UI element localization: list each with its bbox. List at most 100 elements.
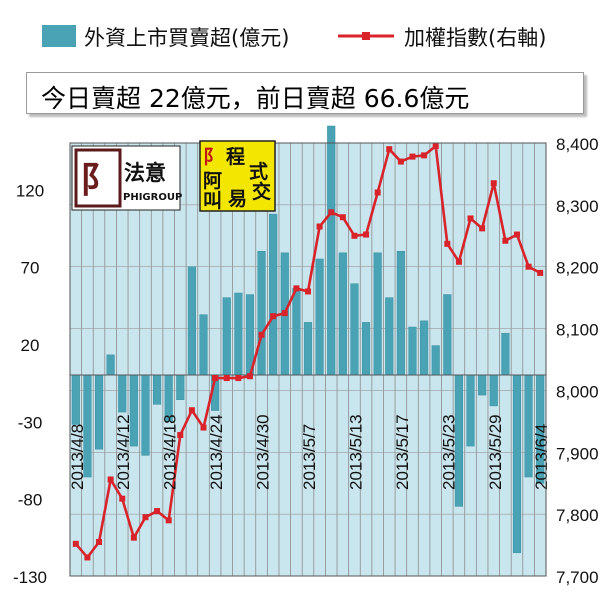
index-point-18 [281,310,288,317]
index-point-30 [421,152,428,159]
bar-37 [501,332,510,376]
x-tick-label: 2013/4/8 [68,424,87,490]
index-point-31 [432,143,439,150]
y-left-tick: 120 [16,181,44,200]
logo2-char: 阝 [203,146,222,168]
logo1-sub: PHIGROUP [123,192,182,203]
logo2-char: 交 [252,180,271,203]
index-point-40 [537,269,544,276]
bar-31 [431,345,440,376]
logo2-frame [199,140,276,212]
legend-line-label: 加權指數(右軸) [404,26,547,50]
index-point-11 [200,424,207,431]
x-tick-label: 2013/4/12 [114,414,133,490]
bar-0 [71,374,80,425]
y-left-tick: -80 [18,491,43,510]
index-point-27 [386,146,393,153]
y-left-tick: 20 [21,336,40,355]
bar-11 [199,314,208,376]
legend-bar-label: 外資上市買賣超(億元) [84,26,290,50]
index-point-25 [363,231,370,238]
index-point-23 [339,214,346,221]
index-point-1 [84,554,91,561]
index-point-35 [479,225,486,232]
x-tick-label: 2013/4/18 [161,414,180,490]
bar-28 [396,251,405,376]
index-point-26 [374,189,381,196]
bar-35 [478,374,487,396]
index-point-14 [235,375,242,382]
index-point-4 [119,495,126,502]
index-point-3 [107,476,114,483]
bar-10 [187,266,196,376]
x-tick-label: 2013/5/13 [346,414,365,490]
summary-banner: 今日賣超 22億元，前日賣超 66.6億元 [26,72,584,114]
index-point-36 [490,180,497,187]
index-point-16 [258,331,265,338]
index-point-2 [96,538,103,545]
bar-27 [385,297,394,376]
y-right-tick: 8,400 [556,135,599,154]
bar-36 [489,374,498,407]
bar-6 [141,374,150,456]
bar-24 [350,283,359,376]
bar-26 [373,252,382,376]
bar-2 [94,374,104,450]
logo1-glyph: 阝 [80,160,116,201]
bar-23 [338,252,347,376]
y-right-tick: 7,800 [556,506,599,525]
index-point-7 [154,508,161,515]
y-right-tick: 8,000 [556,382,599,401]
logo2-char: 程 [226,146,245,168]
logo2-char: 式 [249,160,268,183]
bar-14 [234,292,243,376]
y-left-tick: -30 [18,413,43,432]
index-point-17 [270,313,277,320]
bar-20 [303,322,313,376]
index-point-37 [502,237,509,244]
bar-21 [315,258,324,376]
logo1-mark [74,148,122,208]
logo2-char: 叫 [203,190,222,212]
bar-19 [292,288,301,376]
x-tick-label: 2013/5/7 [300,424,319,490]
bar-29 [408,326,417,376]
x-tick-label: 2013/6/4 [532,424,551,490]
index-point-22 [328,209,335,216]
y-right-tick: 8,100 [556,321,599,340]
logo2-char: 阿 [203,170,222,192]
index-point-8 [165,517,172,524]
index-point-34 [467,215,474,222]
y-right-tick: 8,300 [556,197,599,216]
index-point-19 [293,285,300,292]
bar-16 [257,251,266,376]
index-point-39 [525,263,532,270]
index-point-13 [223,375,230,382]
index-point-32 [444,240,451,247]
index-point-10 [188,407,195,414]
bar-22 [327,125,336,376]
bar-38 [512,374,522,554]
index-point-38 [513,231,520,238]
x-tick-label: 2013/4/24 [207,414,226,490]
y-left-tick: -130 [13,568,47,587]
index-point-28 [397,158,404,165]
y-right-tick: 7,700 [556,568,599,587]
y-left-tick: 70 [21,259,40,278]
index-point-6 [142,514,149,521]
x-tick-label: 2013/5/23 [439,414,458,490]
x-tick-label: 2013/4/30 [254,414,273,490]
index-point-33 [455,258,462,265]
chart-legend: 外資上市買賣超(億元) 加權指數(右軸) [0,0,612,60]
y-right-tick: 8,200 [556,259,599,278]
legend-bar-swatch [42,25,76,47]
bar-17 [269,213,278,376]
bar-25 [361,322,371,376]
bar-9 [176,374,185,400]
bar-7 [153,374,162,405]
x-tick-label: 2013/5/17 [393,414,412,490]
bar-3 [106,354,115,376]
logo1-text: 法意 [124,161,166,185]
index-point-29 [409,153,416,160]
